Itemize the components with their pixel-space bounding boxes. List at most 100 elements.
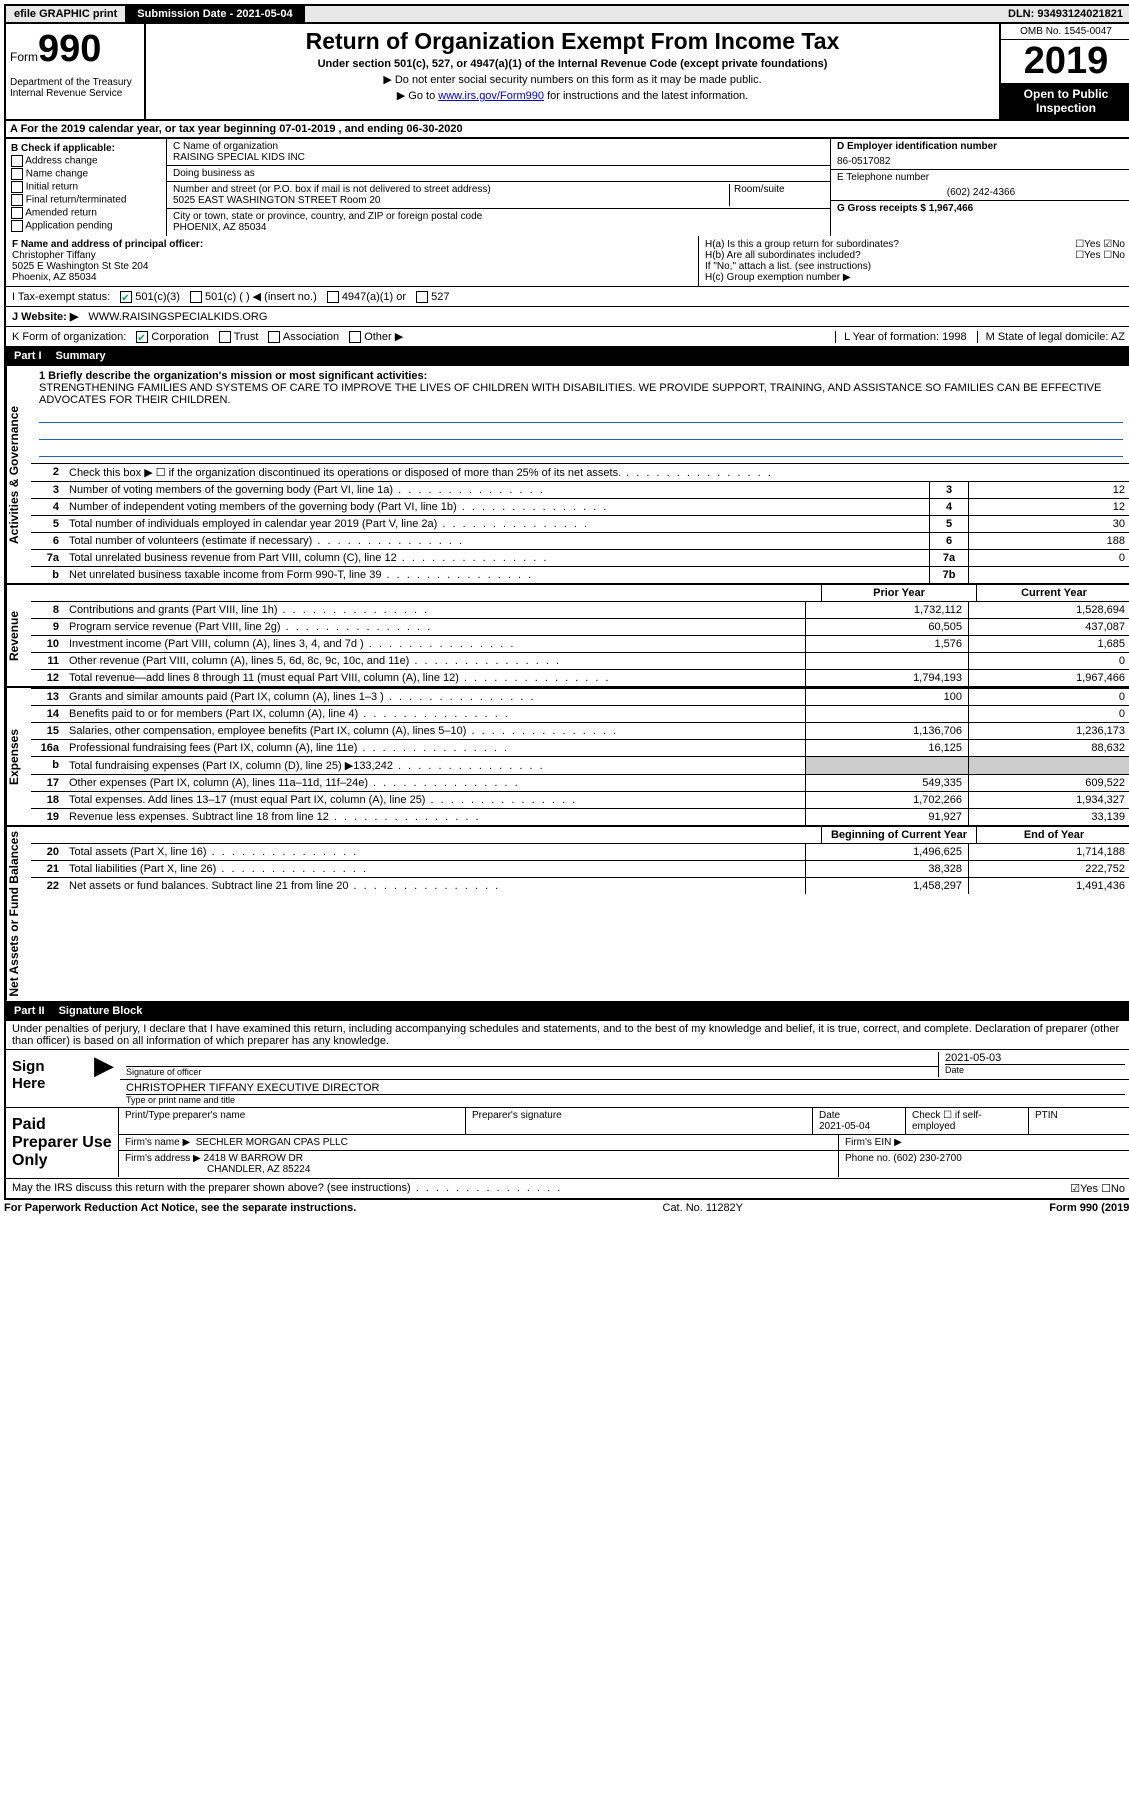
signature-block: Under penalties of perjury, I declare th…: [4, 1021, 1129, 1200]
perjury-statement: Under penalties of perjury, I declare th…: [6, 1021, 1129, 1049]
line-5: 5Total number of individuals employed in…: [31, 515, 1129, 532]
form-id-block: Form990 Department of the Treasury Inter…: [6, 24, 146, 119]
submission-date: Submission Date - 2021-05-04: [127, 6, 304, 22]
paid-preparer-label: Paid Preparer Use Only: [6, 1108, 118, 1178]
part1-body: Activities & Governance 1 Briefly descri…: [4, 366, 1129, 1003]
vtab-expenses: Expenses: [6, 688, 31, 825]
org-address: 5025 EAST WASHINGTON STREET Room 20: [173, 195, 729, 206]
line-18: 18Total expenses. Add lines 13–17 (must …: [31, 791, 1129, 808]
line-11: 11Other revenue (Part VIII, column (A), …: [31, 652, 1129, 669]
year-formation: L Year of formation: 1998: [835, 331, 967, 343]
chk-4947[interactable]: 4947(a)(1) or: [327, 291, 406, 303]
gross-receipts: G Gross receipts $ 1,967,466: [831, 201, 1129, 216]
page-footer: For Paperwork Reduction Act Notice, see …: [4, 1200, 1129, 1216]
officer-name-title: CHRISTOPHER TIFFANY EXECUTIVE DIRECTOR: [126, 1082, 1125, 1094]
col-end-year: End of Year: [976, 827, 1129, 843]
chk-amended-return[interactable]: Amended return: [11, 207, 161, 219]
col-c-org-info: C Name of organization RAISING SPECIAL K…: [167, 139, 831, 236]
dept-treasury: Department of the Treasury Internal Reve…: [10, 71, 140, 99]
sign-here-label: Sign Here: [6, 1050, 88, 1107]
discuss-row: May the IRS discuss this return with the…: [6, 1178, 1129, 1198]
preparer-date: 2021-05-04: [819, 1121, 870, 1132]
line-12: 12Total revenue—add lines 8 through 11 (…: [31, 669, 1129, 686]
chk-name-change[interactable]: Name change: [11, 168, 161, 180]
part2-header: Part II Signature Block: [4, 1003, 1129, 1021]
line-16a: 16aProfessional fundraising fees (Part I…: [31, 739, 1129, 756]
col-prior-year: Prior Year: [821, 585, 976, 601]
chk-initial-return[interactable]: Initial return: [11, 181, 161, 193]
chk-corporation[interactable]: Corporation: [136, 331, 209, 343]
line-6: 6Total number of volunteers (estimate if…: [31, 532, 1129, 549]
row-f-h: F Name and address of principal officer:…: [4, 236, 1129, 287]
chk-trust[interactable]: Trust: [219, 331, 259, 343]
chk-other[interactable]: Other ▶: [349, 330, 403, 343]
col-b-checkboxes: B Check if applicable: Address change Na…: [6, 139, 167, 236]
line-22: 22Net assets or fund balances. Subtract …: [31, 877, 1129, 894]
line-13: 13Grants and similar amounts paid (Part …: [31, 688, 1129, 705]
line-7a: 7aTotal unrelated business revenue from …: [31, 549, 1129, 566]
line-17: 17Other expenses (Part IX, column (A), l…: [31, 774, 1129, 791]
form-number: 990: [38, 28, 101, 70]
dln: DLN: 93493124021821: [1000, 6, 1129, 22]
chk-527[interactable]: 527: [416, 291, 449, 303]
form-organization: K Form of organization: Corporation Trus…: [4, 327, 1129, 348]
firm-name: SECHLER MORGAN CPAS PLLC: [196, 1137, 348, 1148]
principal-officer: F Name and address of principal officer:…: [6, 236, 699, 286]
vtab-net-assets: Net Assets or Fund Balances: [6, 827, 31, 1001]
line-19: 19Revenue less expenses. Subtract line 1…: [31, 808, 1129, 825]
ein: 86-0517082: [837, 152, 1125, 167]
line-21: 21Total liabilities (Part X, line 26)38,…: [31, 860, 1129, 877]
efile-print[interactable]: efile GRAPHIC print: [6, 6, 127, 22]
open-inspection: Open to Public Inspection: [1001, 83, 1129, 119]
part1-header: Part I Summary: [4, 348, 1129, 366]
vtab-revenue: Revenue: [6, 585, 31, 686]
line-8: 8Contributions and grants (Part VIII, li…: [31, 601, 1129, 618]
chk-501c[interactable]: 501(c) ( ) ◀ (insert no.): [190, 290, 317, 303]
tax-year: 2019: [1001, 40, 1129, 83]
line-1-mission: 1 Briefly describe the organization's mi…: [31, 366, 1129, 463]
firm-address: 2418 W BARROW DR: [204, 1153, 303, 1164]
signature-date: 2021-05-03: [945, 1052, 1125, 1064]
year-block: OMB No. 1545-0047 2019 Open to Public In…: [999, 24, 1129, 119]
org-name: RAISING SPECIAL KIDS INC: [173, 152, 824, 163]
firm-phone: Phone no. (602) 230-2700: [838, 1151, 1129, 1177]
chk-final-return[interactable]: Final return/terminated: [11, 194, 161, 206]
line-9: 9Program service revenue (Part VIII, lin…: [31, 618, 1129, 635]
line-3: 3Number of voting members of the governi…: [31, 481, 1129, 498]
instr-ssn: ▶ Do not enter social security numbers o…: [154, 73, 991, 86]
line-2: 2Check this box ▶ ☐ if the organization …: [31, 463, 1129, 481]
chk-association[interactable]: Association: [268, 331, 339, 343]
form-subtitle: Under section 501(c), 527, or 4947(a)(1)…: [154, 58, 991, 70]
topbar: efile GRAPHIC print Submission Date - 20…: [4, 4, 1129, 24]
discuss-answer[interactable]: ☑Yes ☐No: [1070, 1182, 1125, 1195]
tax-exempt-status: I Tax-exempt status: 501(c)(3) 501(c) ( …: [4, 287, 1129, 307]
signature-arrow-icon: ▶: [88, 1050, 120, 1107]
chk-address-change[interactable]: Address change: [11, 155, 161, 167]
chk-application-pending[interactable]: Application pending: [11, 220, 161, 232]
line-14: 14Benefits paid to or for members (Part …: [31, 705, 1129, 722]
website-url[interactable]: WWW.RAISINGSPECIALKIDS.ORG: [88, 311, 267, 323]
group-return: H(a) Is this a group return for subordin…: [699, 236, 1129, 286]
col-current-year: Current Year: [976, 585, 1129, 601]
omb-number: OMB No. 1545-0047: [1001, 24, 1129, 40]
line-4: 4Number of independent voting members of…: [31, 498, 1129, 515]
form-word: Form: [10, 50, 38, 64]
state-domicile: M State of legal domicile: AZ: [977, 331, 1125, 343]
line-b: bNet unrelated business taxable income f…: [31, 566, 1129, 583]
irs-link[interactable]: www.irs.gov/Form990: [438, 90, 544, 102]
col-d-ein-tel: D Employer identification number 86-0517…: [831, 139, 1129, 236]
row-a-tax-year: A For the 2019 calendar year, or tax yea…: [4, 121, 1129, 139]
website-row: J Website: ▶ WWW.RAISINGSPECIALKIDS.ORG: [4, 307, 1129, 327]
line-15: 15Salaries, other compensation, employee…: [31, 722, 1129, 739]
instr-link: ▶ Go to www.irs.gov/Form990 for instruct…: [154, 89, 991, 102]
section-bcd: B Check if applicable: Address change Na…: [4, 139, 1129, 236]
line-20: 20Total assets (Part X, line 16)1,496,62…: [31, 843, 1129, 860]
chk-501c3[interactable]: 501(c)(3): [120, 291, 180, 303]
org-city: PHOENIX, AZ 85034: [173, 222, 824, 233]
line-b: bTotal fundraising expenses (Part IX, co…: [31, 756, 1129, 774]
vtab-activities-governance: Activities & Governance: [6, 366, 31, 583]
line-10: 10Investment income (Part VIII, column (…: [31, 635, 1129, 652]
form-title: Return of Organization Exempt From Incom…: [154, 28, 991, 55]
form-header: Form990 Department of the Treasury Inter…: [4, 24, 1129, 121]
col-beginning-year: Beginning of Current Year: [821, 827, 976, 843]
